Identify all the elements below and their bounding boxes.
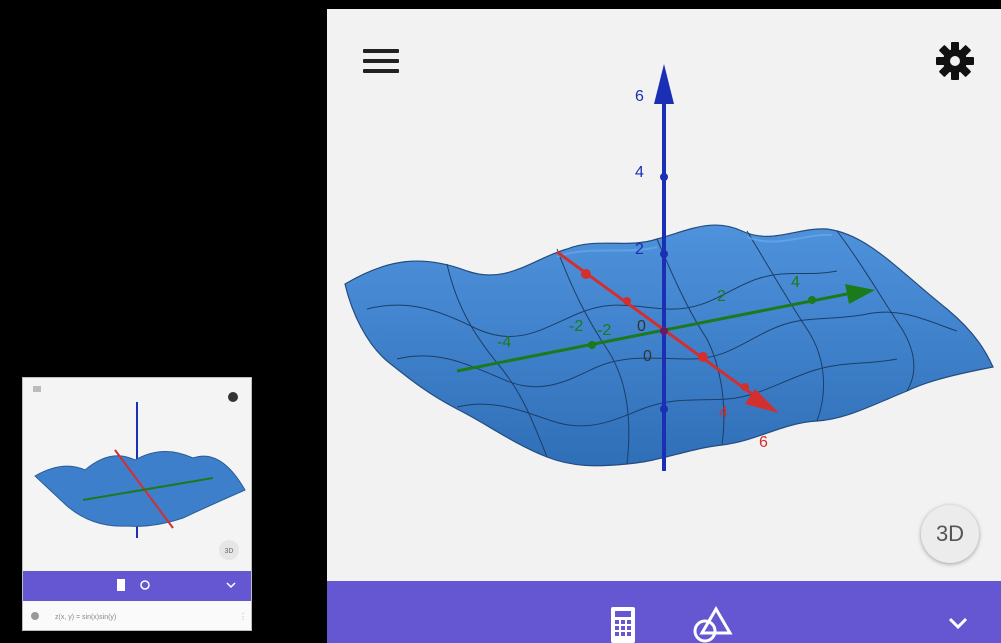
- origin-label: 0: [637, 318, 646, 335]
- z-tick-6: 6: [635, 88, 644, 105]
- graphics-3d-view[interactable]: 6 4 2 0 -4 -2 2 4 -2: [327, 9, 1001, 579]
- hamburger-menu-icon-line: [363, 59, 399, 63]
- x-axis: [556, 250, 779, 413]
- thumbnail-y-axis: [82, 477, 214, 501]
- app-window: 6 4 2 0 -4 -2 2 4 -2: [327, 9, 1001, 643]
- z-tick-2: 2: [635, 241, 644, 258]
- thumbnail-bottom-bar: [23, 571, 251, 601]
- origin-point: [660, 327, 668, 335]
- tools-button[interactable]: [690, 603, 734, 643]
- x-tick-6: 6: [759, 434, 768, 451]
- thumbnail-geometry-icon: [140, 580, 150, 590]
- z-axis: [654, 64, 674, 471]
- y-tick-4: 4: [791, 274, 800, 291]
- chevron-down-icon: [948, 617, 968, 630]
- thumbnail-chevron-icon: [226, 582, 236, 589]
- settings-button[interactable]: [933, 39, 977, 83]
- thumbnail-3d-button: [219, 540, 239, 560]
- gear-icon: [936, 42, 974, 80]
- view-3d-toggle-button[interactable]: 3D: [921, 505, 979, 563]
- thumbnail-algebra-input: z(x, y) = sin(x)sin(y) ⋮: [23, 601, 251, 630]
- surface-plot: [344, 224, 994, 467]
- thumbnail-3d-label: 3D: [225, 548, 234, 555]
- x-tick-4: 4: [719, 404, 728, 421]
- collapse-bar-button[interactable]: [943, 611, 973, 635]
- thumbnail-gear-icon: [228, 392, 238, 402]
- z-tick-0: 0: [643, 348, 652, 365]
- menu-button[interactable]: [361, 46, 401, 76]
- hamburger-menu-icon-line: [363, 69, 399, 73]
- thumbnail-input-menu-icon: ⋮: [239, 612, 247, 621]
- geometry-tools-icon: [693, 606, 733, 643]
- y-tick-neg2-secondary: -2: [597, 322, 611, 339]
- hamburger-menu-icon: [363, 49, 399, 53]
- y-tick-neg2: -2: [569, 318, 583, 335]
- thumbnail-input-bullet-icon: [31, 612, 39, 620]
- y-tick-2: 2: [717, 288, 726, 305]
- y-axis: [456, 284, 875, 373]
- z-tick-4: 4: [635, 164, 644, 181]
- thumbnail-surface: [34, 451, 246, 527]
- bottom-toolbar: [327, 581, 1001, 643]
- thumbnail-graphics-view: 3D: [23, 378, 251, 571]
- calculator-icon: [611, 607, 635, 643]
- y-tick-neg4: -4: [497, 334, 511, 351]
- thumbnail-menu-icon: [33, 386, 41, 392]
- app-preview-thumbnail[interactable]: 3D z(x, y) = sin(x)sin(y) ⋮: [22, 377, 252, 631]
- thumbnail-calculator-icon: [117, 579, 125, 591]
- thumbnail-input-text: z(x, y) = sin(x)sin(y): [55, 614, 116, 621]
- algebra-view-button[interactable]: [610, 605, 636, 643]
